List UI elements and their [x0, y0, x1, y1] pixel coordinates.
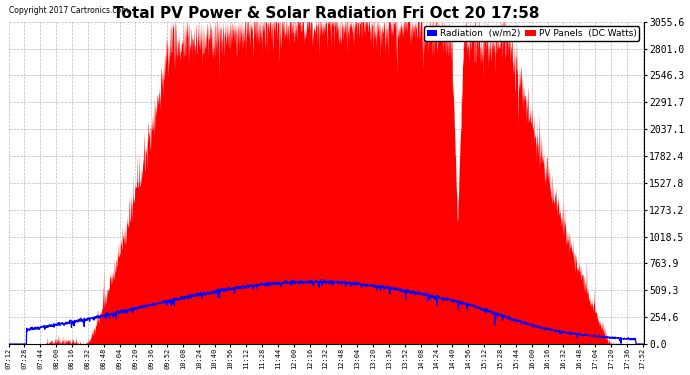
Legend: Radiation  (w/m2), PV Panels  (DC Watts): Radiation (w/m2), PV Panels (DC Watts): [424, 26, 639, 40]
Text: Copyright 2017 Cartronics.com: Copyright 2017 Cartronics.com: [8, 6, 128, 15]
Title: Total PV Power & Solar Radiation Fri Oct 20 17:58: Total PV Power & Solar Radiation Fri Oct…: [113, 6, 540, 21]
